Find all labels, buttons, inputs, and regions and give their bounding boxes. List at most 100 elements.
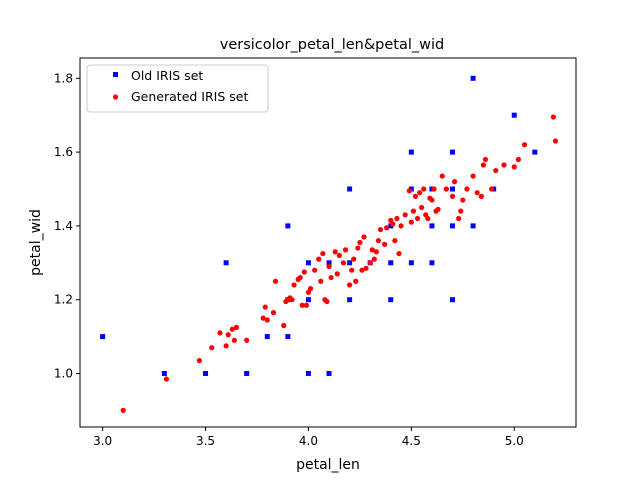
point-generated [244, 337, 250, 343]
point-generated [439, 173, 445, 179]
point-old [326, 370, 332, 376]
point-generated [511, 164, 517, 170]
point-generated [449, 193, 456, 199]
x-tick-label: 3.0 [93, 434, 112, 448]
point-old [450, 223, 456, 229]
point-generated [299, 302, 305, 308]
point-generated [552, 138, 559, 144]
point-generated [312, 267, 318, 273]
point-generated [326, 263, 332, 270]
point-generated [396, 250, 402, 257]
point-generated [521, 142, 528, 148]
point-generated [260, 315, 266, 321]
point-old [347, 260, 353, 266]
point-old [408, 186, 414, 192]
point-old [305, 297, 311, 303]
point-generated [281, 322, 287, 329]
point-generated [406, 188, 412, 194]
plot-area [80, 58, 576, 427]
point-generated [351, 256, 357, 262]
point-generated [233, 324, 240, 330]
point-old [223, 260, 229, 266]
x-tick-label: 4.0 [299, 434, 318, 448]
point-generated [493, 167, 499, 174]
point-old [161, 370, 167, 376]
point-old [285, 334, 291, 340]
point-old [203, 370, 209, 376]
point-old [285, 223, 291, 229]
point-generated [264, 317, 270, 323]
point-generated [120, 407, 126, 413]
plot-frame [79, 57, 577, 428]
point-generated [357, 239, 363, 246]
point-generated [316, 256, 322, 262]
legend-marker-old [113, 72, 118, 77]
point-generated [163, 376, 170, 382]
point-generated [398, 223, 404, 229]
point-old [100, 334, 106, 340]
point-generated [291, 282, 297, 288]
series-generated-iris [120, 114, 559, 413]
point-old [388, 223, 394, 229]
point-generated [355, 245, 361, 251]
point-generated [342, 247, 349, 253]
x-tick-label: 3.5 [196, 434, 215, 448]
point-generated [478, 193, 484, 199]
point-generated [373, 249, 379, 255]
point-generated [289, 297, 295, 303]
point-generated [367, 260, 373, 266]
point-generated [489, 186, 495, 192]
point-generated [307, 286, 314, 292]
point-generated [377, 226, 384, 233]
point-generated [363, 265, 369, 271]
x-axis: 3.0 3.5 4.0 4.5 5.0 [93, 427, 524, 448]
point-generated [412, 193, 419, 199]
y-tick-label: 1.0 [54, 366, 73, 380]
legend-label-old: Old IRIS set [131, 68, 203, 83]
point-generated [443, 186, 449, 192]
point-generated [347, 282, 353, 288]
point-old [408, 260, 414, 266]
point-old [326, 260, 332, 266]
point-old [470, 75, 476, 81]
point-generated [262, 304, 268, 310]
point-generated [431, 186, 437, 192]
y-axis: 1.0 1.2 1.4 1.6 1.8 [54, 71, 80, 380]
point-generated [474, 190, 480, 196]
point-generated [209, 345, 215, 351]
point-generated [371, 256, 377, 262]
point-generated [408, 219, 414, 225]
point-old [408, 149, 414, 155]
point-old [388, 297, 394, 303]
point-generated [225, 332, 231, 338]
point-generated [301, 269, 307, 275]
point-old [305, 260, 311, 266]
point-generated [328, 274, 334, 281]
y-tick-label: 1.6 [54, 145, 73, 159]
points-layer [100, 75, 559, 413]
point-old [450, 186, 456, 192]
point-generated [369, 247, 375, 253]
point-old [429, 260, 435, 266]
point-generated [501, 162, 507, 168]
point-generated [419, 204, 425, 211]
chart-title: versicolor_petal_len&petal_wid [220, 37, 445, 53]
point-generated [464, 186, 470, 192]
point-generated [480, 162, 486, 168]
point-generated [410, 208, 417, 214]
point-generated [223, 343, 229, 349]
point-generated [324, 298, 330, 305]
point-old [511, 112, 517, 118]
point-generated [482, 156, 489, 163]
point-old [470, 223, 476, 229]
point-generated [421, 186, 427, 192]
point-generated [458, 208, 464, 214]
point-old [450, 297, 456, 303]
point-generated [229, 326, 235, 332]
point-generated [318, 278, 324, 284]
point-generated [361, 234, 367, 240]
point-generated [550, 114, 556, 120]
point-generated [270, 310, 277, 316]
point-generated [297, 274, 303, 281]
